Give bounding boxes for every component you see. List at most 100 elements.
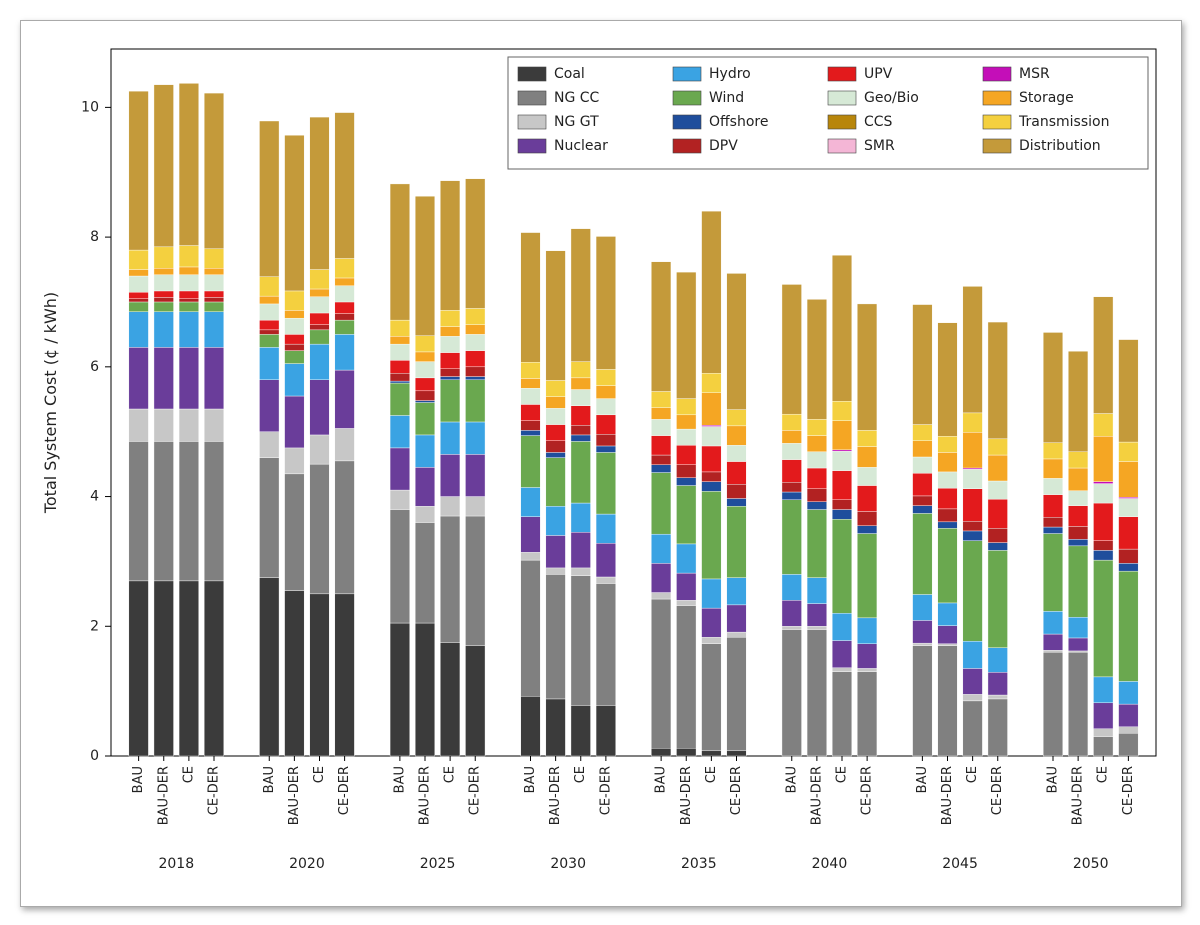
bar-segment <box>676 573 696 600</box>
year-label: 2040 <box>812 856 848 872</box>
year-label: 2018 <box>158 856 194 872</box>
scenario-label: CE <box>1096 766 1111 783</box>
bar-segment <box>857 447 877 468</box>
scenario-label: CE-DER <box>729 766 744 815</box>
bar-segment <box>335 286 355 302</box>
bar-segment <box>857 644 877 669</box>
bar-segment <box>335 370 355 428</box>
bar-segment <box>285 344 305 350</box>
bar-segment <box>521 379 541 389</box>
bar-segment <box>546 458 566 507</box>
bar-segment <box>415 196 435 335</box>
bar-segment <box>1119 549 1139 563</box>
bar-segment <box>465 325 485 335</box>
bar-segment <box>807 299 827 419</box>
bar-segment <box>154 85 174 247</box>
legend-label: Distribution <box>1019 138 1101 154</box>
bar-segment <box>204 275 224 291</box>
year-label: 2045 <box>942 856 978 872</box>
bar-segment <box>988 648 1008 673</box>
bar-segment <box>913 643 933 646</box>
bar-segment <box>1093 503 1113 541</box>
legend-swatch <box>828 91 856 105</box>
bar-segment <box>440 454 460 496</box>
bar-segment <box>335 314 355 320</box>
bar-segment <box>782 284 802 414</box>
bar-segment <box>913 473 933 496</box>
bar-segment <box>1043 527 1063 533</box>
bar-segment <box>390 623 410 756</box>
bar-segment <box>335 302 355 314</box>
bar-segment <box>913 594 933 620</box>
bar-segment <box>285 291 305 310</box>
bar-segment <box>651 455 671 465</box>
bar-segment <box>596 369 616 385</box>
year-label: 2050 <box>1073 856 1109 872</box>
legend-swatch <box>518 139 546 153</box>
bar-segment <box>807 419 827 435</box>
bar-segment <box>154 275 174 291</box>
bar-segment <box>938 646 958 756</box>
bar-segment <box>259 334 279 347</box>
bar-segment <box>204 302 224 312</box>
bar-segment <box>546 699 566 756</box>
bar-segment <box>1068 638 1088 651</box>
bar-segment <box>857 304 877 430</box>
legend-swatch <box>673 91 701 105</box>
bar-segment <box>465 179 485 309</box>
bar-segment <box>988 672 1008 695</box>
bar-segment <box>727 605 747 632</box>
bar-segment <box>440 327 460 337</box>
bar-segment <box>571 503 591 532</box>
bar-segment <box>807 468 827 489</box>
bar-segment <box>857 430 877 446</box>
scenario-label: BAU <box>131 766 146 793</box>
bar-segment <box>440 377 460 380</box>
bar-segment <box>465 380 485 422</box>
bar-segment <box>938 522 958 528</box>
bar-segment <box>807 502 827 510</box>
bar-segment <box>465 334 485 350</box>
bar-segment <box>596 446 616 452</box>
bar-segment <box>310 289 330 297</box>
bar-segment <box>1119 681 1139 704</box>
legend-swatch <box>673 67 701 81</box>
bar-segment <box>571 441 591 503</box>
scenario-label: BAU <box>654 766 669 793</box>
bar-segment <box>913 496 933 506</box>
bar-segment <box>782 443 802 459</box>
bar-segment <box>521 436 541 488</box>
bar-segment <box>702 637 722 643</box>
bar-segment <box>1093 436 1113 481</box>
bar-segment <box>676 399 696 415</box>
bar-segment <box>676 429 696 445</box>
bar-segment <box>702 211 722 373</box>
y-tick-label: 6 <box>90 359 99 375</box>
y-tick-label: 0 <box>90 748 99 764</box>
chart-frame: 0246810Total System Cost (¢ / kWh)BAUBAU… <box>0 0 1200 925</box>
bar-segment <box>1068 491 1088 506</box>
bar-segment <box>596 399 616 415</box>
bar-segment <box>1068 546 1088 617</box>
bar-segment <box>415 623 435 756</box>
scenario-label: CE-DER <box>206 766 221 815</box>
bar-segment <box>963 694 983 700</box>
scenario-label: BAU-DER <box>1071 766 1086 825</box>
bar-segment <box>440 422 460 454</box>
bar-segment <box>1093 297 1113 414</box>
legend-label: SMR <box>864 138 895 154</box>
bar-segment <box>1068 539 1088 545</box>
bar-segment <box>832 641 852 668</box>
bar-segment <box>285 396 305 448</box>
bar-segment <box>521 552 541 560</box>
bar-segment <box>415 403 435 435</box>
scenario-label: BAU-DER <box>548 766 563 825</box>
bar-segment <box>596 386 616 399</box>
bar-segment <box>1043 634 1063 650</box>
bar-segment <box>676 748 696 756</box>
bar-segment <box>676 544 696 573</box>
bar-segment <box>465 454 485 496</box>
bar-segment <box>335 334 355 370</box>
legend-label: CCS <box>864 114 893 130</box>
bar-segment <box>988 528 1008 542</box>
